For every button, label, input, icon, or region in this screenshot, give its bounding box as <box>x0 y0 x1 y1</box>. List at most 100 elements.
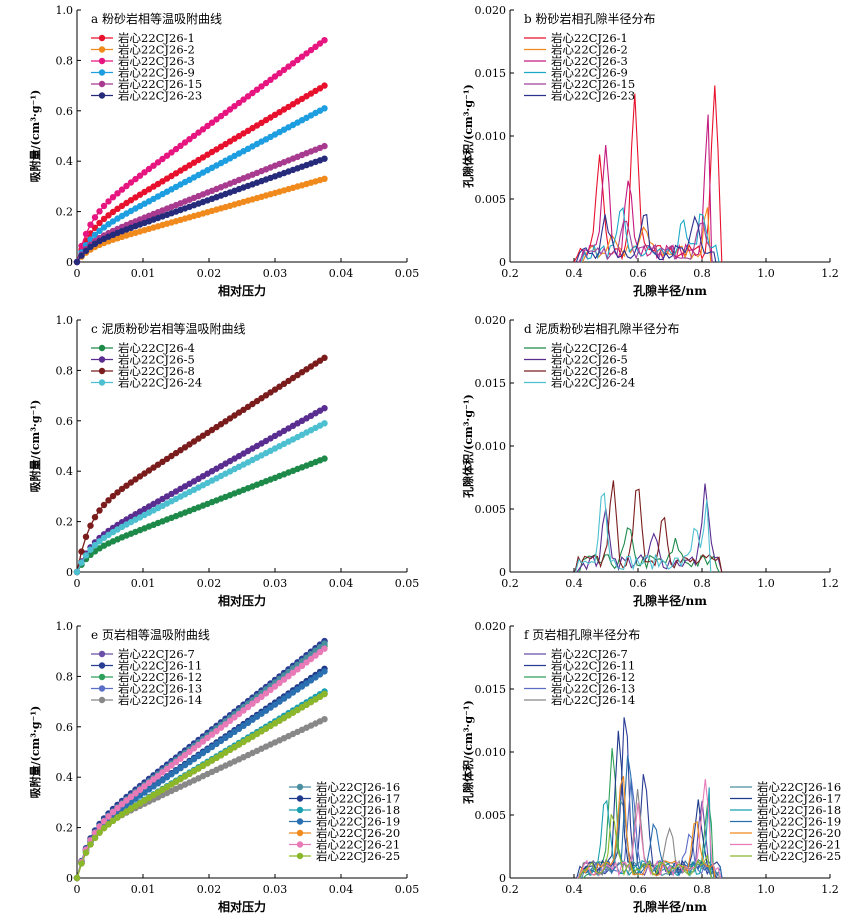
legend-label: 岩心22CJ26-13 <box>118 682 202 696</box>
data-point <box>136 172 144 179</box>
legend-label: 岩心22CJ26-9 <box>118 66 195 80</box>
legend: 岩心22CJ26-7岩心22CJ26-11岩心22CJ26-12岩心22CJ26… <box>524 647 635 707</box>
data-point <box>271 683 279 690</box>
data-point <box>321 455 328 462</box>
series-岩心22CJ26-24 <box>73 420 328 576</box>
data-point <box>204 746 211 754</box>
data-point <box>172 768 180 775</box>
data-point <box>168 771 175 778</box>
data-point <box>96 219 103 227</box>
data-point <box>298 662 306 670</box>
y-tick-label: 0.8 <box>56 364 74 377</box>
y-tick-label: 0.020 <box>475 4 507 17</box>
legend-label: 岩心22CJ26-4 <box>551 341 628 355</box>
series-line <box>578 717 723 879</box>
data-point <box>96 538 103 545</box>
y-axis-label: 吸附量/(cm³·g⁻¹) <box>28 706 42 799</box>
data-point <box>253 697 261 704</box>
data-point <box>262 690 270 697</box>
data-point <box>177 764 184 772</box>
x-tick-label: 0 <box>74 883 81 896</box>
data-point <box>141 169 148 176</box>
data-point <box>154 159 162 166</box>
data-point <box>316 40 324 47</box>
legend-label: 岩心22CJ26-14 <box>118 693 202 707</box>
y-tick-label: 0.015 <box>475 377 507 390</box>
data-point <box>321 37 328 44</box>
data-point <box>235 710 243 718</box>
data-point <box>100 501 108 509</box>
data-point <box>87 221 94 228</box>
x-tick-label: 0.01 <box>131 267 156 280</box>
data-point <box>321 105 328 112</box>
data-point <box>280 66 288 74</box>
legend-label: 岩心22CJ26-17 <box>757 792 841 806</box>
y-tick-label: 0 <box>499 566 506 579</box>
data-point <box>253 86 261 93</box>
data-point <box>226 717 234 724</box>
x-tick-label: 0.6 <box>629 577 647 590</box>
panel-title: e 页岩相等温吸附曲线 <box>91 627 210 642</box>
data-point <box>226 731 234 739</box>
y-tick-label: 0.8 <box>56 54 74 67</box>
data-point <box>321 420 328 427</box>
data-point <box>100 818 108 825</box>
panel-title: a 粉砂岩相等温吸附曲线 <box>91 11 222 26</box>
legend-label: 岩心22CJ26-2 <box>118 43 195 57</box>
data-point <box>181 752 189 759</box>
data-point <box>222 721 229 728</box>
series-岩心22CJ26-5 <box>73 405 328 576</box>
x-axis-label: 相对压力 <box>218 593 266 608</box>
data-point <box>186 748 193 755</box>
legend-label: 岩心22CJ26-15 <box>118 77 202 91</box>
data-point <box>186 758 193 766</box>
series-line <box>576 779 722 879</box>
x-tick-label: 0.01 <box>131 577 156 590</box>
panel-2: 0.2 0.4 0.6 0.8 1.0 1.2 0 0.005 0.010 0.015 0.020 孔… <box>461 4 839 298</box>
series-line <box>76 693 325 879</box>
legend-marker <box>296 852 304 860</box>
data-point <box>321 405 328 412</box>
y-tick-label: 0.005 <box>475 503 507 516</box>
legend-marker <box>98 662 106 669</box>
x-axis-label: 相对压力 <box>218 899 266 914</box>
data-point <box>321 716 328 723</box>
x-tick-label: 0 <box>74 267 81 280</box>
data-point <box>91 514 99 521</box>
data-point <box>262 79 270 87</box>
data-point <box>136 786 144 793</box>
series-line <box>578 220 713 263</box>
legend-label: 岩心22CJ26-20 <box>316 826 400 840</box>
data-point <box>114 190 121 197</box>
legend-marker <box>98 69 106 76</box>
data-point <box>307 655 315 663</box>
panel-title: b 粉砂岩相孔隙半径分布 <box>524 11 656 26</box>
data-point <box>172 758 180 766</box>
x-tick-label: 0.05 <box>395 883 420 896</box>
data-point <box>267 686 274 694</box>
series-line <box>76 693 325 879</box>
legend-marker <box>296 795 304 802</box>
legend-marker <box>98 379 106 386</box>
y-axis-label: 吸附量/(cm³·g⁻¹) <box>28 400 42 493</box>
y-tick-label: 0.005 <box>475 809 507 822</box>
data-point <box>321 690 328 698</box>
legend-label: 岩心22CJ26-12 <box>551 670 635 684</box>
y-tick-label: 0 <box>499 872 506 885</box>
series-岩心22CJ26-23 <box>73 155 328 266</box>
data-point <box>141 783 148 790</box>
x-tick-label: 0.4 <box>565 577 583 590</box>
data-point <box>312 674 319 681</box>
y-tick-label: 0.6 <box>56 415 74 428</box>
data-point <box>114 814 121 821</box>
data-point <box>105 198 112 205</box>
series-line <box>574 480 723 573</box>
data-point <box>303 50 310 57</box>
data-point <box>231 714 238 721</box>
legend-marker <box>98 356 106 363</box>
data-point <box>235 99 243 107</box>
data-point <box>105 212 112 219</box>
legend-label: 岩心22CJ26-9 <box>551 66 628 80</box>
data-point <box>91 829 99 836</box>
x-tick-label: 1.0 <box>757 577 775 590</box>
